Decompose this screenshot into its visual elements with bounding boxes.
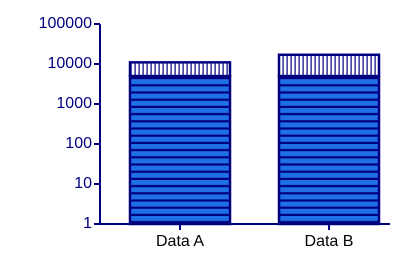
y-tick-label: 100 bbox=[65, 135, 92, 152]
x-tick-label: Data A bbox=[156, 233, 204, 250]
y-tick-label: 10 bbox=[74, 175, 92, 192]
x-tick-label: Data B bbox=[305, 233, 354, 250]
bar-segment bbox=[128, 61, 232, 78]
bar-segment bbox=[277, 53, 381, 78]
y-tick-label: 1000 bbox=[56, 95, 92, 112]
bar-segment bbox=[277, 74, 381, 226]
bar-segment bbox=[128, 74, 232, 226]
y-tick-label: 100000 bbox=[39, 15, 92, 32]
y-tick-label: 1 bbox=[83, 215, 92, 232]
y-tick-label: 10000 bbox=[48, 55, 93, 72]
